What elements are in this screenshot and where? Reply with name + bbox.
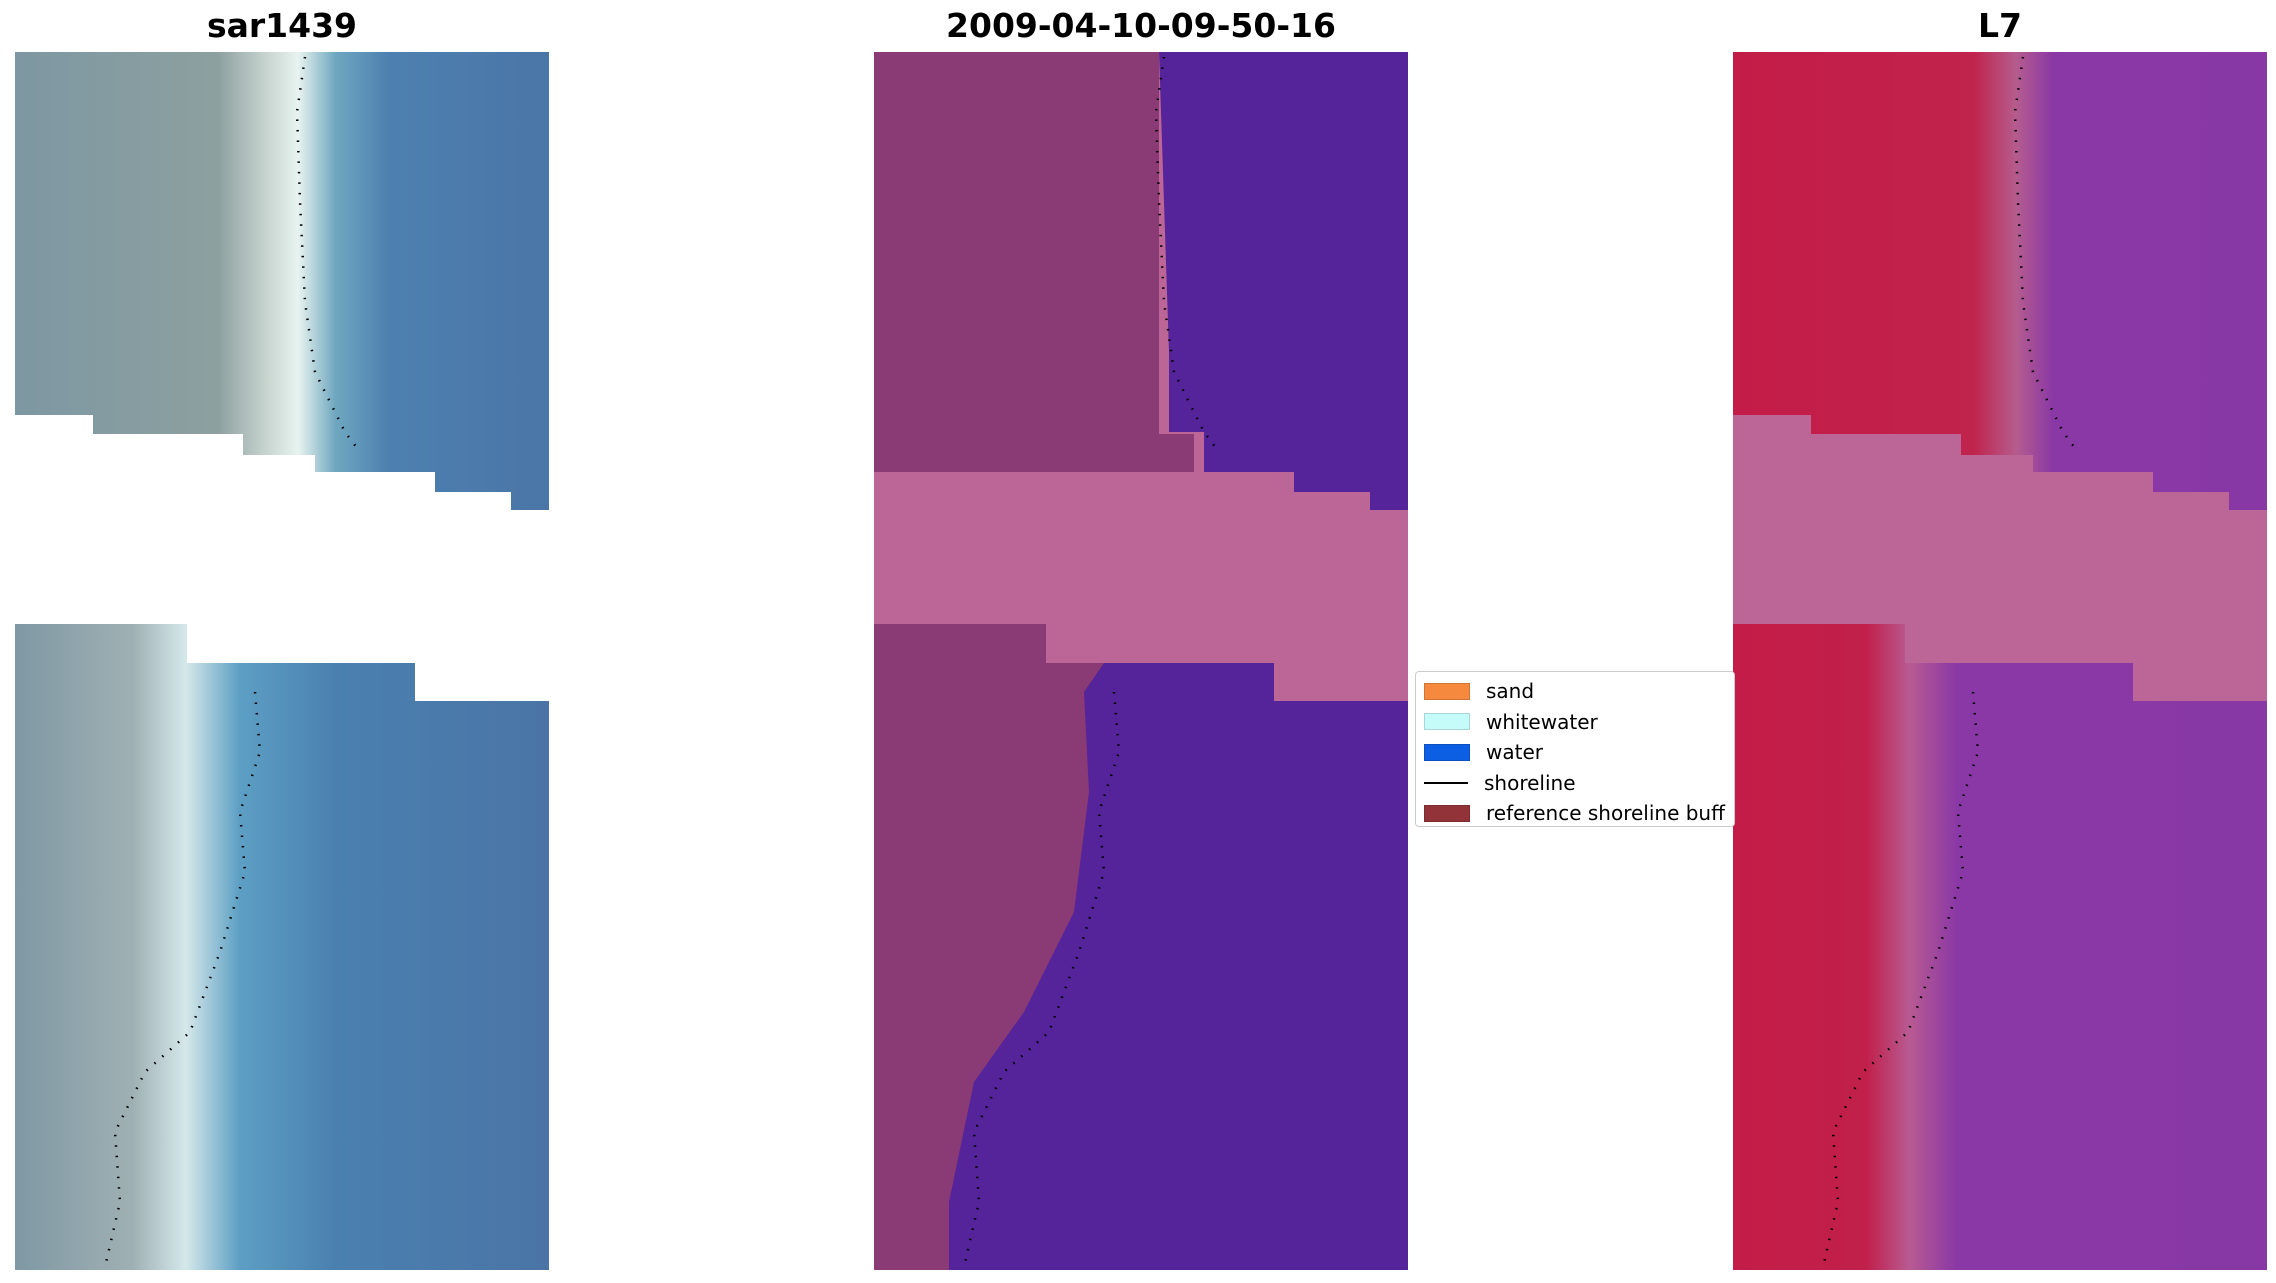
index-lower-image — [1733, 624, 2267, 1270]
index-upper-image — [1733, 52, 2267, 510]
legend-label: water — [1486, 740, 1543, 765]
classified-water-upper — [1159, 52, 1408, 510]
whitewater-swatch — [1424, 713, 1470, 731]
reference-buffer-swatch — [1424, 804, 1470, 822]
index-no-data-upper — [1733, 415, 2267, 701]
shoreline-lower — [103, 691, 262, 1268]
shoreline-lower — [1821, 691, 1980, 1268]
panel-title-rgb: sar1439 — [206, 6, 358, 45]
index-image-panel — [1733, 52, 2267, 1270]
legend-item-shoreline: shoreline — [1424, 768, 1734, 799]
legend-label: shoreline — [1484, 770, 1576, 795]
classified-water-lower — [949, 663, 1408, 1270]
legend-label: reference shoreline buff — [1486, 801, 1725, 826]
rgb-upper-image — [15, 52, 549, 510]
panel-title-classified: 2009-04-10-09-50-16 — [946, 6, 1336, 45]
legend-item-water: water — [1424, 737, 1734, 768]
rgb-image-panel — [15, 52, 549, 1270]
shoreline-lower — [962, 691, 1121, 1268]
water-swatch — [1424, 743, 1470, 761]
legend-label: whitewater — [1486, 709, 1598, 734]
legend-item-whitewater: whitewater — [1424, 707, 1734, 738]
legend-item-sand: sand — [1424, 676, 1734, 707]
classified-image-panel — [874, 52, 1408, 1270]
panel-title-index: L7 — [1978, 6, 2022, 45]
shoreline-swatch — [1424, 781, 1468, 784]
legend-item-reference-buffer: reference shoreline buff — [1424, 798, 1734, 826]
classified-land-upper — [874, 52, 1194, 472]
rgb-lower-image — [15, 624, 549, 1270]
legend: sand whitewater water shoreline referenc… — [1415, 671, 1735, 827]
legend-label: sand — [1486, 679, 1535, 704]
sand-swatch — [1424, 682, 1470, 700]
